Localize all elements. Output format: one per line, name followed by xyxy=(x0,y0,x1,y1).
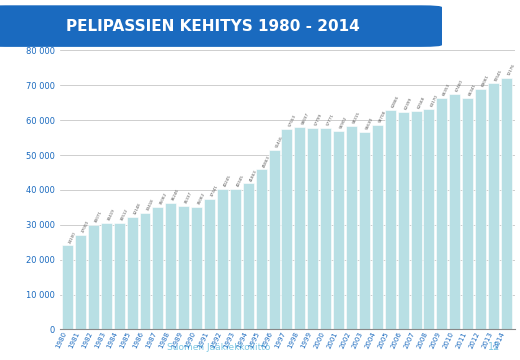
Bar xyxy=(165,203,176,329)
Bar xyxy=(281,129,292,329)
Text: 51416: 51416 xyxy=(275,135,284,149)
Text: 40245: 40245 xyxy=(223,174,232,188)
Bar xyxy=(139,213,150,329)
Text: 56630: 56630 xyxy=(365,117,374,131)
Bar xyxy=(88,225,99,329)
Bar xyxy=(436,98,447,329)
Text: 30419: 30419 xyxy=(107,208,116,222)
Text: 57799: 57799 xyxy=(314,113,322,126)
Bar xyxy=(114,223,125,329)
Text: 33418: 33418 xyxy=(146,198,155,211)
Bar xyxy=(333,131,344,329)
Text: 12: 12 xyxy=(488,342,500,352)
Text: 57771: 57771 xyxy=(327,113,335,126)
Bar xyxy=(462,98,473,329)
Text: 67460: 67460 xyxy=(456,79,464,93)
Bar xyxy=(191,207,202,329)
Bar xyxy=(359,132,370,329)
Bar xyxy=(385,110,396,329)
Bar xyxy=(294,127,305,329)
Text: 62866: 62866 xyxy=(391,95,400,109)
Text: 24100: 24100 xyxy=(68,231,77,244)
Text: 40345: 40345 xyxy=(236,174,245,187)
Bar xyxy=(320,128,331,329)
Text: 58315: 58315 xyxy=(352,111,361,125)
Text: 35337: 35337 xyxy=(185,191,193,205)
Bar xyxy=(269,150,280,329)
Text: PELIPASSIEN KEHITYS 1980 - 2014: PELIPASSIEN KEHITYS 1980 - 2014 xyxy=(67,19,360,33)
Text: 27000: 27000 xyxy=(81,220,90,234)
Bar xyxy=(501,78,512,329)
Bar xyxy=(62,246,73,329)
Text: 66353: 66353 xyxy=(443,83,452,96)
Text: 58708: 58708 xyxy=(378,110,387,123)
Bar xyxy=(178,206,189,329)
Bar xyxy=(230,189,241,329)
Bar xyxy=(411,111,422,329)
Bar xyxy=(243,183,254,329)
Text: 69061: 69061 xyxy=(481,74,490,87)
Text: 45863: 45863 xyxy=(262,154,271,168)
Text: 62568: 62568 xyxy=(417,96,426,110)
Text: 30512: 30512 xyxy=(120,208,129,222)
Bar xyxy=(398,112,409,329)
Text: 36246: 36246 xyxy=(172,188,180,202)
Text: 66341: 66341 xyxy=(469,83,477,96)
Text: 70545: 70545 xyxy=(494,68,503,82)
Text: 41863: 41863 xyxy=(249,168,258,182)
Text: 57553: 57553 xyxy=(288,114,297,127)
Bar xyxy=(126,217,138,329)
Text: 62399: 62399 xyxy=(404,97,413,111)
Bar xyxy=(307,128,318,329)
Text: 35062: 35062 xyxy=(159,192,168,206)
Text: 56902: 56902 xyxy=(339,116,348,130)
Bar xyxy=(101,223,112,329)
Text: 63170: 63170 xyxy=(430,94,439,108)
Text: 72176: 72176 xyxy=(507,63,516,76)
FancyBboxPatch shape xyxy=(0,5,442,47)
Bar xyxy=(204,199,215,329)
Bar xyxy=(346,126,357,329)
Bar xyxy=(449,94,460,329)
Text: 32148: 32148 xyxy=(133,203,142,216)
Bar xyxy=(217,189,228,329)
Bar xyxy=(256,170,267,329)
Text: Suomen Jääkiekkoliitto: Suomen Jääkiekkoliitto xyxy=(167,343,270,351)
Text: 35062: 35062 xyxy=(197,192,206,206)
Bar xyxy=(152,207,163,329)
Bar xyxy=(423,109,434,329)
Bar xyxy=(75,235,86,329)
Text: 37341: 37341 xyxy=(210,184,219,198)
Bar xyxy=(475,89,486,329)
Bar xyxy=(372,125,383,329)
Text: 30071: 30071 xyxy=(94,210,103,223)
Text: 58037: 58037 xyxy=(301,112,310,126)
Bar xyxy=(488,84,499,329)
